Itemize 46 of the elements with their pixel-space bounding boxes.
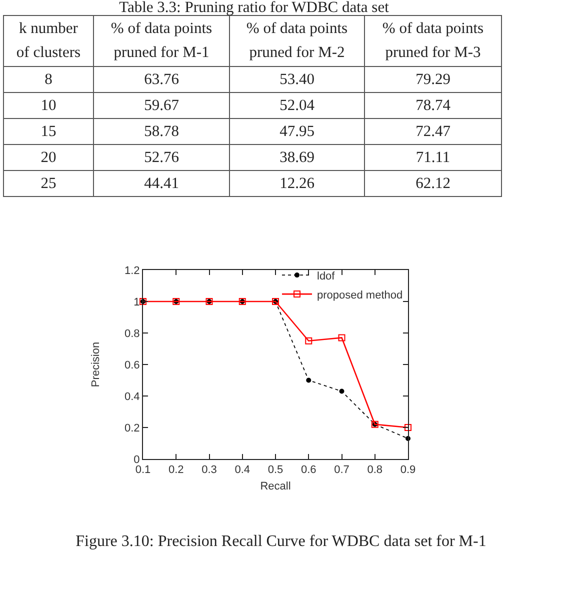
y-tick-label: 20 [4,144,94,170]
data-label: 62.12 [364,170,502,196]
y-axis-title: Precision [90,342,102,388]
x-tick-label: % of data points pruned for M-2 [230,16,364,66]
x-tick-label: 0.2 [168,464,184,476]
y-tick-label: 0.4 [124,390,140,403]
data-label: 71.11 [364,144,502,170]
data-label: 59.67 [94,92,230,118]
y-tick-label: 0.6 [124,359,140,372]
y-tick-label: 10 [4,92,94,118]
data-label: 52.04 [230,92,364,118]
data-label: 53.40 [230,66,364,92]
x-tick-label: 0.7 [334,464,350,476]
caption: Figure 3.10: Precision Recall Curve for WDBC data set for M-1 [74,533,488,551]
x-tick-label: 0.9 [400,464,416,476]
data-label: 47.95 [230,118,364,144]
data-label: 72.47 [364,118,502,144]
data-label: 79.29 [364,66,502,92]
data-label: 38.69 [230,144,364,170]
x-tick-label: 0.6 [300,464,316,476]
x-tick-label: 0.4 [234,464,250,476]
y-tick-label: 15 [4,118,94,144]
y-tick-label: 0.8 [124,328,140,340]
x-axis-title: Recall [260,480,291,492]
x-tick-label: % of data points pruned for M-1 [94,16,230,66]
y-tick-label: 0.2 [124,422,140,434]
x-tick-label: 0.5 [268,464,284,476]
data-label: 12.26 [230,170,364,196]
data-label: 78.74 [364,92,502,118]
legend-label: ldof [317,270,336,282]
chart-title: Table 3.3: Pruning ratio for WDBC data set [118,0,390,16]
y-tick-label: 25 [4,170,94,196]
x-tick-label: 0.3 [202,464,217,476]
x-tick-label: % of data points pruned for M-3 [364,16,502,66]
y-axis-title: k number of clusters [4,16,94,66]
y-tick-label: 1 [134,296,140,308]
x-tick-label: 0.1 [135,464,151,476]
y-tick-label: 1.2 [124,264,140,277]
y-tick-label: 0 [134,454,140,466]
data-label: 44.41 [94,170,230,196]
data-label: 63.76 [94,66,230,92]
legend-label: proposed method [317,289,403,302]
x-tick-label: 0.8 [367,464,383,476]
data-label: 58.78 [94,118,230,144]
data-label: 52.76 [94,144,230,170]
y-tick-label: 8 [4,66,94,92]
